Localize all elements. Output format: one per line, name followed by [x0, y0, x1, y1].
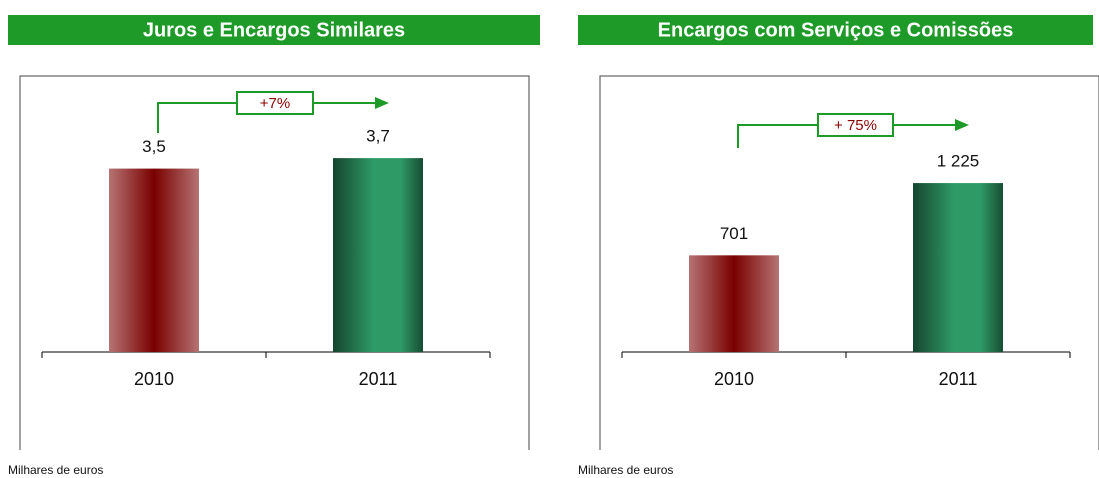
annotation: + 75%	[834, 117, 877, 134]
title-bar	[8, 15, 540, 45]
value-label: 701	[720, 224, 748, 243]
arrow-head	[375, 97, 389, 109]
x-tick-label: 2011	[939, 369, 978, 389]
value-label: 3,7	[366, 127, 390, 146]
x-tick-label: 2010	[134, 369, 174, 389]
chart-title: Juros e Encargos Similares	[143, 19, 405, 41]
bar	[333, 158, 423, 352]
value-label: 1 225	[937, 152, 980, 171]
annotation-box	[817, 113, 894, 137]
bar	[913, 183, 1003, 352]
annotation-box	[236, 91, 314, 115]
plot-frame	[19, 75, 530, 450]
bar	[689, 255, 779, 352]
x-tick-label: 2010	[714, 369, 754, 389]
bar	[109, 168, 199, 352]
arrow-head	[955, 119, 969, 131]
title-bar	[578, 15, 1093, 45]
footnote: Milhares de euros	[578, 463, 673, 477]
footnote: Milhares de euros	[8, 463, 103, 477]
value-label: 3,5	[142, 137, 166, 156]
chart-title: Encargos com Serviços e Comissões	[658, 19, 1014, 41]
x-tick-label: 2011	[359, 369, 398, 389]
annotation: +7%	[260, 95, 290, 112]
plot-frame	[599, 75, 1099, 450]
